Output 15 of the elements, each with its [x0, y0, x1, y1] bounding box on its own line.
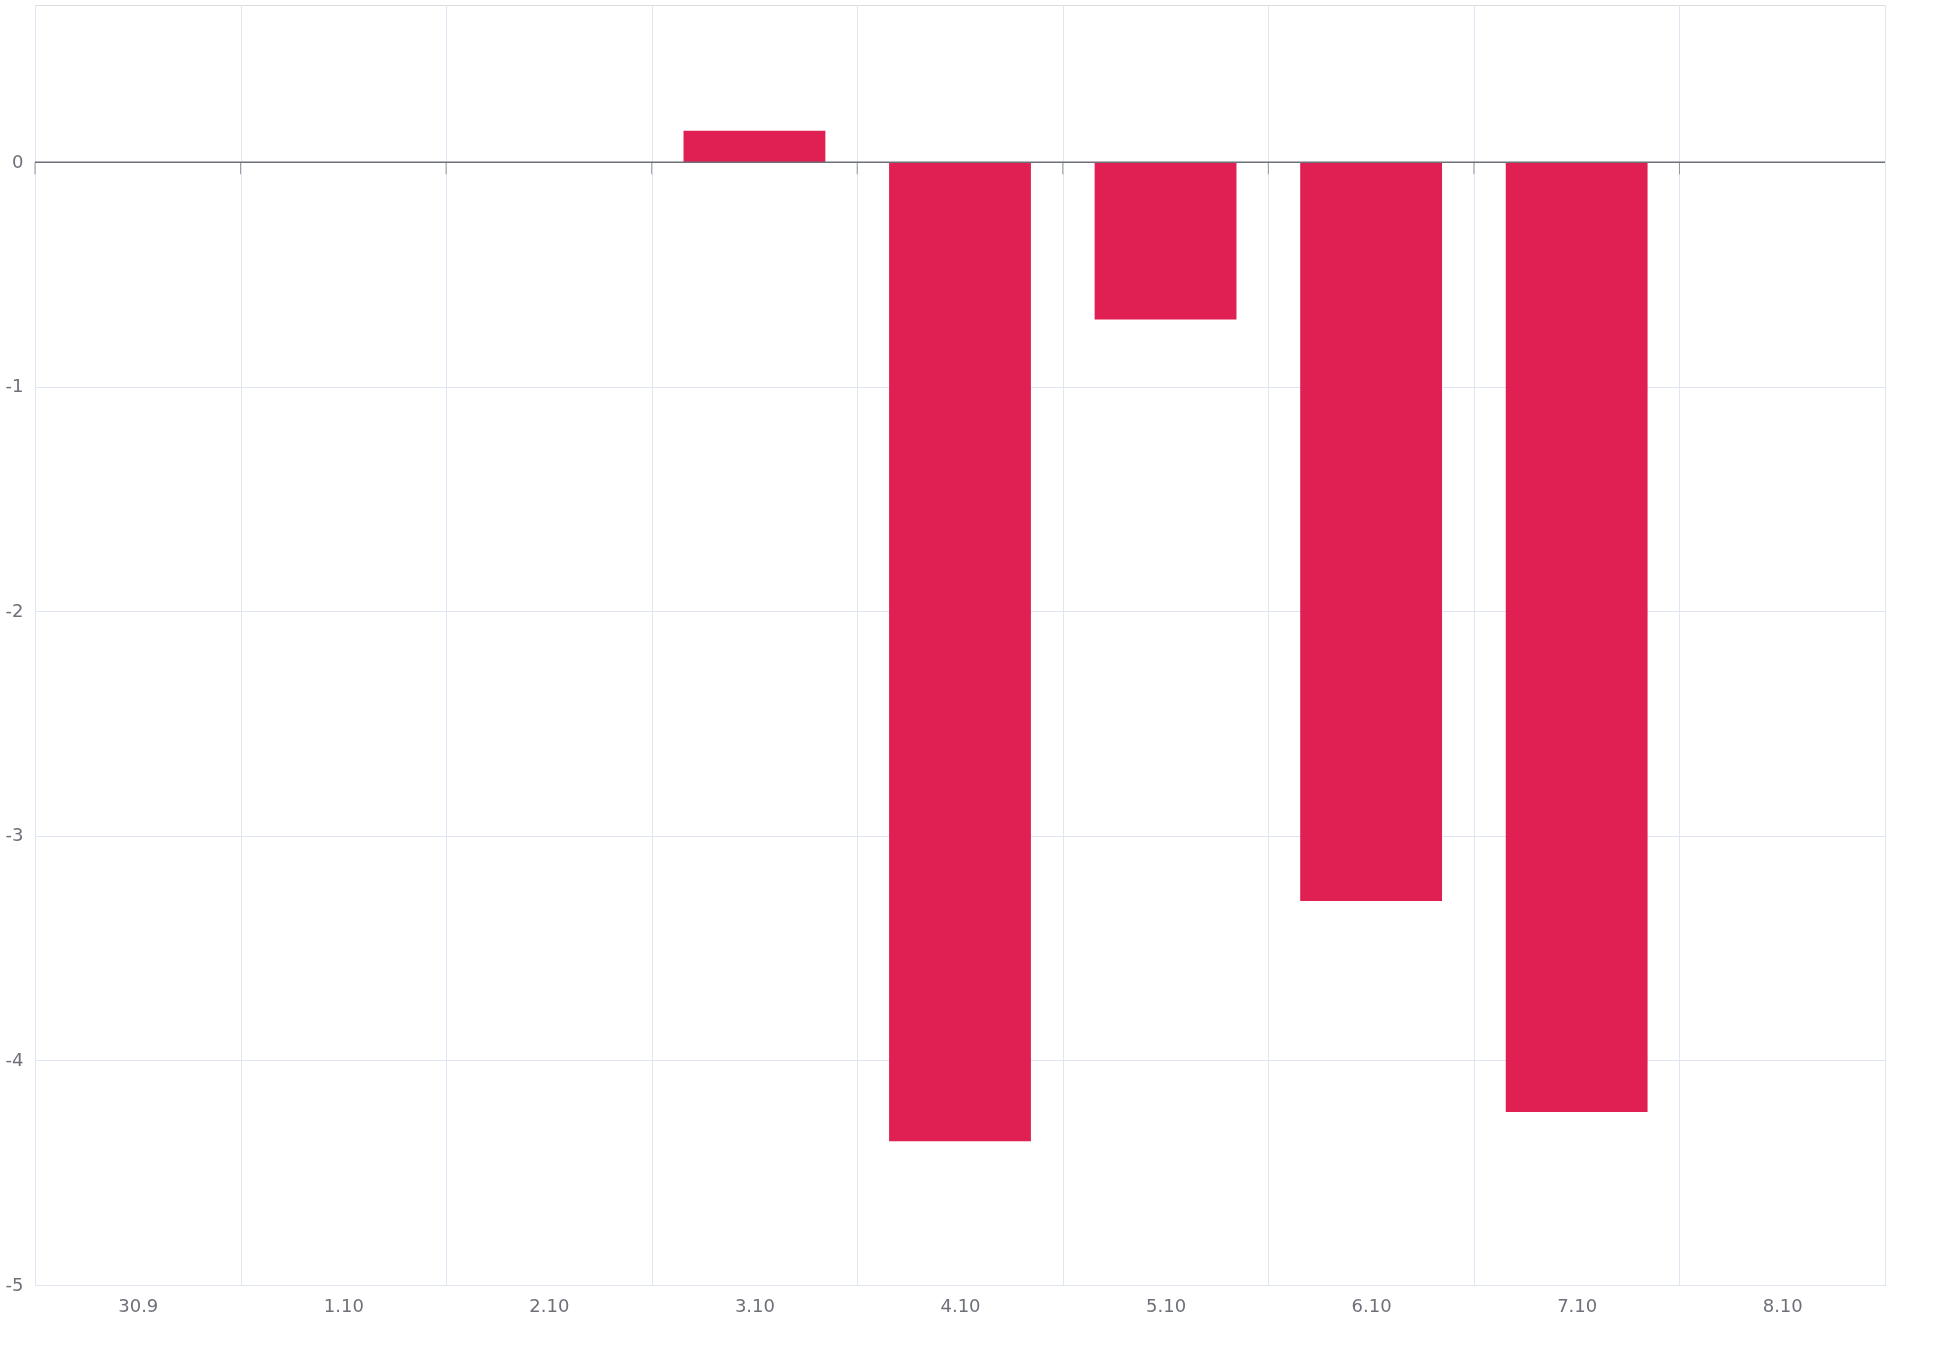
x-tick-label: 6.10 — [1351, 1294, 1392, 1316]
x-tick-label: 4.10 — [940, 1294, 981, 1316]
y-tick-label: -2 — [5, 599, 24, 621]
x-tick-label: 3.10 — [734, 1294, 775, 1316]
y-tick-label: 0 — [12, 150, 24, 172]
x-tick-label: 1.10 — [323, 1294, 364, 1316]
y-tick-label: -1 — [5, 375, 24, 397]
y-tick-label: -4 — [5, 1048, 24, 1070]
x-tick-label: 2.10 — [529, 1294, 570, 1316]
x-tick-label: 8.10 — [1762, 1294, 1803, 1316]
x-tick-label: 7.10 — [1557, 1294, 1598, 1316]
y-tick-label: -5 — [5, 1273, 24, 1295]
y-tick-label: -3 — [5, 824, 24, 846]
x-tick-label: 30.9 — [118, 1294, 159, 1316]
x-tick-label: 5.10 — [1146, 1294, 1187, 1316]
